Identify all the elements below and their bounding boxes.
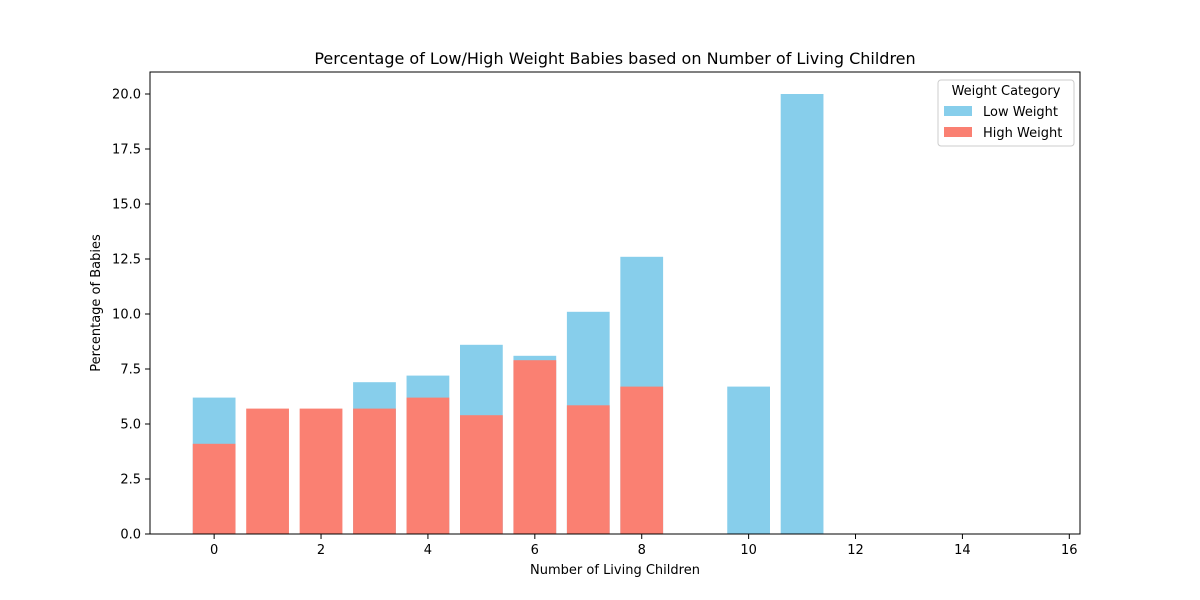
x-tick-label-14: 14 — [954, 543, 971, 558]
legend: Weight Category Low Weight High Weight — [937, 79, 1075, 147]
x-axis-ticks: 0 2 4 6 8 10 12 14 16 — [210, 534, 1078, 558]
bar-high-weight-6 — [513, 360, 557, 534]
chart-title: Percentage of Low/High Weight Babies bas… — [314, 49, 915, 68]
legend-swatch-high-weight — [944, 127, 972, 137]
y-tick-label-3: 7.5 — [120, 363, 141, 378]
bar-high-weight-5 — [460, 415, 503, 534]
y-tick-label-0: 0.0 — [120, 528, 141, 543]
x-tick-label-0: 0 — [210, 543, 218, 558]
x-tick-label-12: 12 — [847, 543, 864, 558]
x-tick-label-4: 4 — [424, 543, 432, 558]
y-tick-label-1: 2.5 — [120, 473, 141, 488]
bar-high-weight-8 — [620, 386, 664, 534]
legend-title: Weight Category — [952, 84, 1061, 99]
y-tick-label-6: 15.0 — [112, 198, 141, 213]
bar-low-weight-11 — [780, 94, 824, 534]
bar-high-weight-7 — [566, 405, 610, 534]
y-tick-label-5: 12.5 — [112, 253, 141, 268]
legend-swatch-low-weight — [944, 106, 972, 116]
y-tick-label-8: 20.0 — [112, 88, 141, 103]
y-tick-label-2: 5.0 — [120, 418, 141, 433]
bars-group — [192, 94, 824, 534]
legend-label-high-weight: High Weight — [983, 126, 1062, 141]
x-tick-label-6: 6 — [531, 543, 539, 558]
x-tick-label-16: 16 — [1061, 543, 1078, 558]
bar-high-weight-2 — [299, 408, 343, 534]
bar-high-weight-1 — [246, 408, 289, 534]
bar-low-weight-10 — [727, 386, 770, 534]
x-tick-label-8: 8 — [638, 543, 646, 558]
x-tick-label-2: 2 — [317, 543, 325, 558]
y-tick-label-7: 17.5 — [112, 143, 141, 158]
plot-frame — [149, 71, 1081, 535]
y-axis-ticks: 0.0 2.5 5.0 7.5 10.0 12.5 15.0 17.5 20.0 — [112, 88, 150, 543]
bar-high-weight-0 — [192, 443, 236, 534]
x-tick-label-10: 10 — [740, 543, 757, 558]
x-axis-label: Number of Living Children — [530, 563, 700, 578]
bar-high-weight-3 — [353, 408, 396, 534]
bar-high-weight-4 — [406, 397, 450, 534]
y-tick-label-4: 10.0 — [112, 308, 141, 323]
legend-label-low-weight: Low Weight — [983, 105, 1058, 120]
y-axis-label: Percentage of Babies — [89, 234, 104, 372]
